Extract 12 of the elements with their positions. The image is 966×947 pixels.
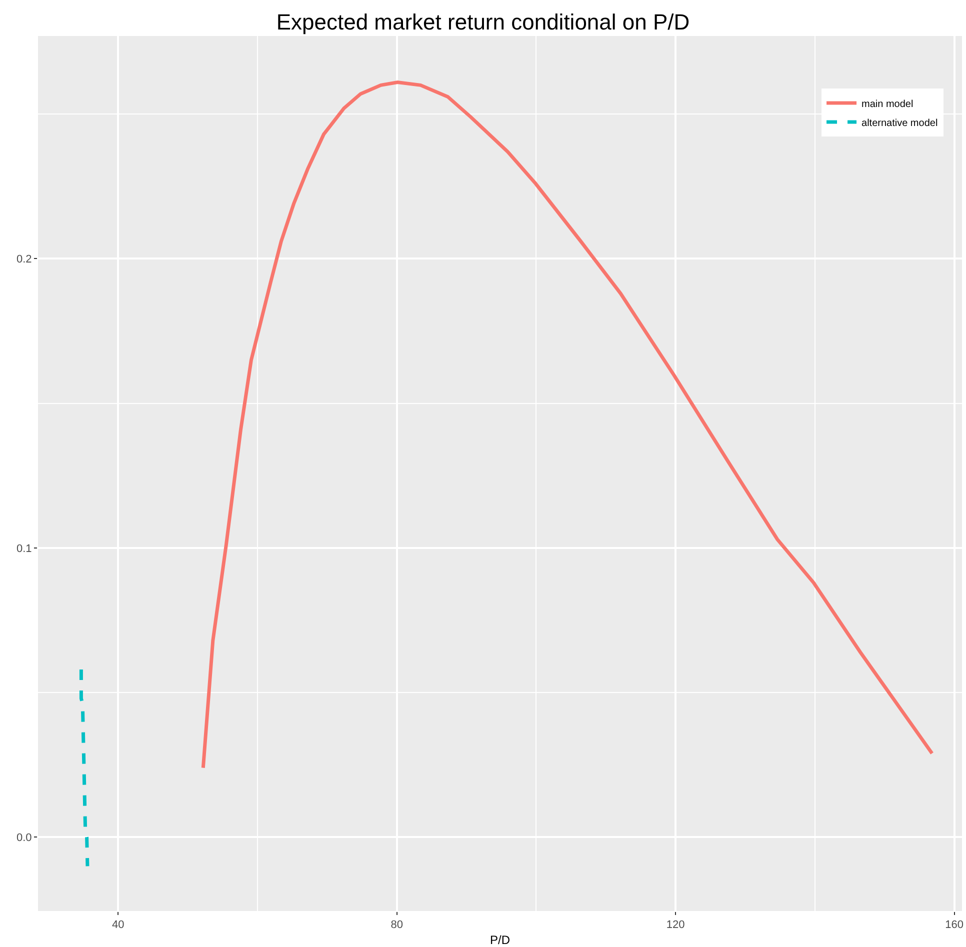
legend-label: alternative model: [862, 118, 938, 129]
chart-title: Expected market return conditional on P/D: [276, 10, 690, 35]
legend-label: main model: [862, 98, 914, 110]
x-tick-label: 40: [112, 919, 124, 932]
y-tick-label: 0.2: [16, 254, 32, 266]
y-tick-label: 0.1: [16, 542, 32, 555]
line-series: [79, 668, 90, 868]
x-tick-label: 160: [945, 919, 964, 932]
x-tick-label: 80: [390, 919, 403, 932]
y-tick-label: 0.0: [16, 832, 32, 844]
x-tick-label: 120: [666, 919, 685, 932]
x-axis-title: P/D: [490, 933, 510, 947]
